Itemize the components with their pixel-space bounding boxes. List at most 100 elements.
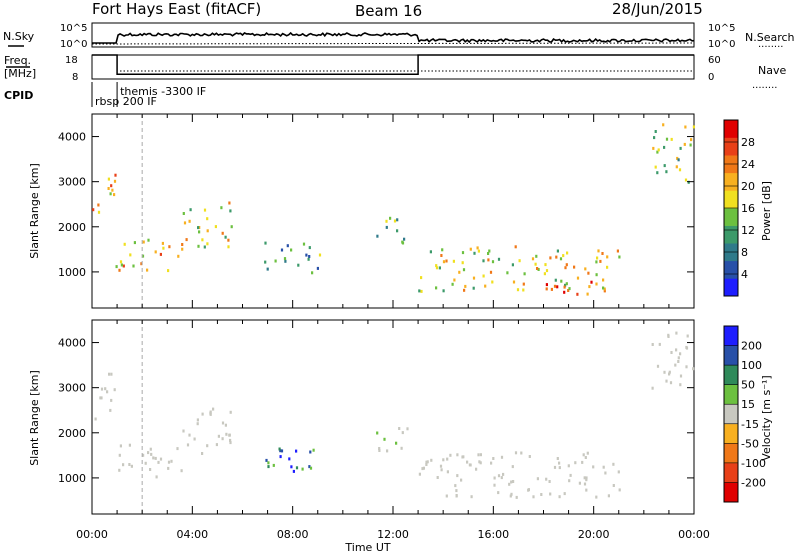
nave-legend-dots: ........ [752, 80, 777, 91]
range-cell [531, 257, 535, 261]
range-cell [684, 125, 687, 129]
range-cell [536, 267, 539, 270]
range-cell [230, 225, 233, 229]
range-cell [198, 230, 201, 234]
range-cell [418, 289, 421, 293]
range-cell [477, 453, 480, 457]
y-tick-label: 1000 [58, 266, 86, 279]
range-cell [378, 449, 381, 452]
range-cell [662, 123, 665, 127]
range-cell [435, 286, 438, 290]
range-cell [267, 461, 270, 465]
range-cell [554, 278, 557, 282]
range-cell [676, 156, 679, 160]
range-cell [128, 443, 131, 447]
nave-label: Nave [758, 64, 786, 77]
range-cell [515, 495, 518, 499]
range-cell [389, 216, 392, 220]
range-cell [559, 257, 563, 261]
range-cell [464, 284, 467, 288]
range-cell [684, 178, 688, 182]
power-y-ticks: 1000 2000 3000 4000 [58, 131, 694, 279]
colorbar-swatch [724, 384, 738, 405]
range-cell [675, 348, 678, 352]
range-cell [130, 464, 133, 468]
colorbar-swatch [724, 190, 738, 209]
range-cell [595, 282, 598, 286]
range-cell [548, 480, 551, 483]
range-cell [601, 252, 604, 255]
range-cell [295, 466, 299, 470]
power-y-axis-label: Slant Range [km] [28, 163, 41, 259]
range-cell [264, 260, 267, 264]
range-cell [679, 383, 682, 387]
range-cell [280, 248, 284, 252]
range-cell [470, 495, 473, 499]
range-cell [555, 255, 558, 259]
range-cell [665, 379, 668, 383]
colorbar-swatch [724, 345, 738, 366]
range-cell [305, 253, 308, 257]
range-cell [595, 273, 598, 277]
range-cell [395, 441, 398, 445]
range-cell [212, 407, 215, 411]
range-cell [686, 334, 689, 338]
nsearch-label: N.Search [745, 31, 795, 44]
colorbar-swatch [724, 365, 738, 385]
y-tick-label: 3000 [58, 382, 86, 395]
colorbar-tick-label: -15 [741, 418, 759, 431]
range-cell [221, 437, 224, 441]
range-cell [527, 488, 530, 492]
colorbar-tick-label: 20 [741, 180, 755, 193]
range-cell [224, 235, 227, 239]
range-cell [675, 165, 678, 169]
range-cell [618, 255, 621, 259]
range-cell [122, 463, 125, 467]
range-cell [206, 242, 209, 246]
y-tick-label: 2000 [58, 221, 86, 234]
range-cell [418, 472, 421, 476]
colorbar-tick-label: 16 [741, 202, 755, 215]
range-cell [586, 292, 589, 296]
range-cell [396, 218, 399, 222]
range-cell [440, 254, 443, 257]
range-cell [689, 143, 692, 147]
range-cell [508, 482, 511, 486]
range-cell [652, 146, 655, 150]
range-cell [221, 231, 224, 235]
range-cell [157, 460, 160, 464]
range-cell [106, 390, 109, 394]
range-cell [188, 219, 191, 223]
range-cell [578, 481, 581, 485]
x-tick-label: 08:00 [277, 528, 309, 541]
range-cell [669, 381, 673, 385]
range-cell [654, 130, 657, 133]
range-cell [453, 278, 456, 282]
range-cell [217, 434, 220, 438]
range-cell [274, 259, 277, 263]
range-cell [109, 408, 112, 412]
velocity-y-axis-label: Slant Range [km] [28, 370, 41, 466]
nsky-label: N.Sky [3, 30, 35, 43]
range-cell [514, 451, 518, 455]
range-cell [514, 245, 517, 249]
x-tick-label: 04:00 [176, 528, 208, 541]
colorbar-swatch [724, 443, 738, 464]
range-cell [558, 461, 561, 465]
range-cell [618, 488, 621, 492]
range-cell [677, 158, 680, 162]
range-cell [553, 465, 557, 469]
range-cell [295, 449, 298, 453]
range-cell [461, 261, 464, 265]
range-cell [460, 478, 463, 482]
range-cell [556, 285, 559, 289]
range-cell [267, 465, 270, 469]
range-cell [150, 452, 153, 456]
range-cell [683, 142, 686, 146]
range-cell [685, 365, 688, 369]
range-cell [678, 168, 682, 172]
range-cell [576, 276, 580, 280]
range-cell [668, 370, 671, 374]
range-cell [154, 250, 157, 254]
range-cell [115, 265, 118, 269]
